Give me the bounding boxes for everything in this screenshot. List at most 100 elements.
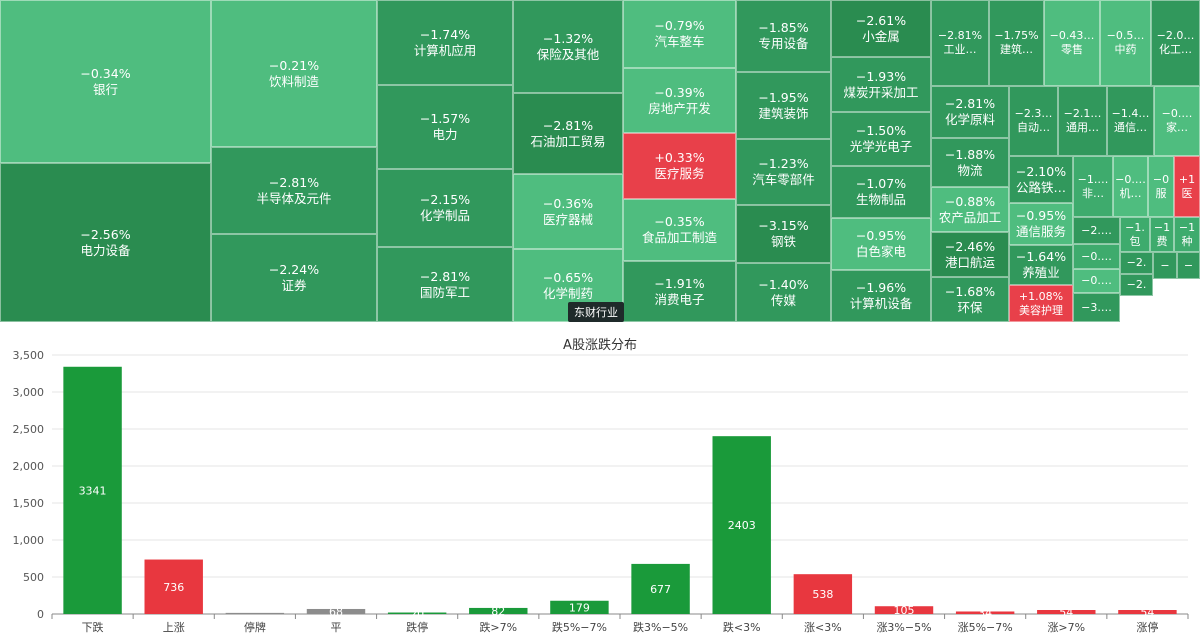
treemap-tile[interactable]: −1 费 bbox=[1150, 217, 1174, 252]
treemap-tile[interactable]: −1.95% 建筑装饰 bbox=[736, 72, 831, 139]
x-tick-label: 跌3%−5% bbox=[633, 620, 688, 634]
treemap-tile[interactable]: −0.88% 农产品加工 bbox=[931, 187, 1009, 232]
tile-change-pct: −2.15% bbox=[419, 192, 471, 208]
treemap-tile[interactable]: −3.… bbox=[1073, 293, 1120, 322]
tile-change-pct: −0.43… bbox=[1049, 29, 1095, 43]
treemap-tile[interactable]: −0.43… 零售 bbox=[1044, 0, 1100, 86]
treemap-tile[interactable]: −1.4… 通信… bbox=[1107, 86, 1154, 156]
tile-change-pct: −1.64% bbox=[1015, 249, 1067, 265]
tile-industry-name: 环保 bbox=[957, 299, 983, 315]
distribution-chart: A股涨跌分布 0 500 1,000 1,500 2,000 2,500 3,000 3,50… bbox=[0, 322, 1200, 640]
tile-industry-name: 建筑装饰 bbox=[758, 105, 809, 121]
treemap-tile[interactable]: −1.32% 保险及其他 bbox=[513, 0, 623, 93]
treemap-tile[interactable]: −2.10% 公路铁… bbox=[1009, 156, 1073, 203]
treemap-tile[interactable]: −0 服 bbox=[1148, 156, 1174, 217]
treemap-tile[interactable]: −0.95% 通信服务 bbox=[1009, 203, 1073, 245]
tile-change-pct: −0.34% bbox=[80, 65, 131, 81]
treemap-tile[interactable]: −2.24% 证券 bbox=[211, 234, 377, 322]
tile-change-pct: −2.24% bbox=[268, 262, 320, 278]
treemap-tile[interactable]: −0.… 机… bbox=[1113, 156, 1148, 217]
chart-title: A股涨跌分布 bbox=[563, 338, 637, 353]
treemap-tile[interactable]: −0.39% 房地产开发 bbox=[623, 68, 736, 133]
tile-change-pct: −0.95% bbox=[1015, 208, 1067, 224]
tile-industry-name: 生物制品 bbox=[855, 192, 906, 207]
tile-industry-name: 石油加工贸易 bbox=[530, 133, 606, 149]
treemap-tile[interactable]: −2.56% 电力设备 bbox=[0, 163, 211, 322]
treemap-tile[interactable]: −1 种 bbox=[1174, 217, 1200, 252]
tile-industry-name: 汽车整车 bbox=[654, 34, 705, 49]
treemap-tile[interactable]: −0.5… 中药 bbox=[1100, 0, 1151, 86]
treemap-tile[interactable]: −1.75% 建筑… bbox=[989, 0, 1044, 86]
treemap-tile[interactable]: −2.0… 化工… bbox=[1151, 0, 1200, 86]
tile-industry-name: 中药 bbox=[1114, 43, 1137, 56]
treemap-tile[interactable]: −0.35% 食品加工制造 bbox=[623, 199, 736, 261]
treemap-tile[interactable]: −2.15% 化学制品 bbox=[377, 169, 513, 247]
treemap-tile[interactable]: −1.50% 光学光电子 bbox=[831, 112, 931, 166]
treemap-tile[interactable]: −1.74% 计算机应用 bbox=[377, 0, 513, 85]
tile-industry-name: 工业… bbox=[943, 43, 977, 56]
tile-change-pct: −2.81% bbox=[944, 96, 996, 112]
tile-change-pct: −0.65% bbox=[542, 269, 594, 285]
tile-change-pct: −1 bbox=[1178, 220, 1196, 234]
treemap-tile[interactable]: −0.… 家… bbox=[1154, 86, 1200, 156]
treemap-tile[interactable]: +0.33% 医疗服务 bbox=[623, 133, 736, 199]
treemap-tile[interactable]: −2.3… 自动… bbox=[1009, 86, 1058, 156]
tile-change-pct: −2.10% bbox=[1015, 163, 1067, 179]
treemap-tile[interactable]: −1.… 非… bbox=[1073, 156, 1113, 217]
treemap-tile[interactable]: −1.23% 汽车零部件 bbox=[736, 139, 831, 205]
treemap-tile[interactable]: −1.57% 电力 bbox=[377, 85, 513, 169]
tile-industry-name: 港口航运 bbox=[944, 254, 995, 270]
tile-change-pct: −3.… bbox=[1081, 300, 1112, 314]
tile-change-pct: −0.88% bbox=[944, 193, 996, 209]
tile-change-pct: −2.81% bbox=[542, 117, 594, 133]
treemap-tile[interactable]: −2. bbox=[1120, 274, 1153, 296]
treemap-tile[interactable]: −1.68% 环保 bbox=[931, 277, 1009, 322]
treemap-tile[interactable]: −2. bbox=[1120, 252, 1153, 274]
treemap-tile[interactable]: −1.93% 煤炭开采加工 bbox=[831, 57, 931, 112]
tile-change-pct: −0.95% bbox=[855, 228, 907, 244]
treemap-tile[interactable]: −2.81% 半导体及元件 bbox=[211, 147, 377, 234]
treemap-tile[interactable]: −1.85% 专用设备 bbox=[736, 0, 831, 72]
treemap-tile[interactable]: −2.81% 石油加工贸易 bbox=[513, 93, 623, 174]
treemap-tile[interactable]: −1.91% 消费电子 bbox=[623, 261, 736, 322]
treemap-tile[interactable]: −1.96% 计算机设备 bbox=[831, 270, 931, 322]
treemap-tile[interactable]: −3.15% 钢铁 bbox=[736, 205, 831, 263]
treemap-tile[interactable]: −2.81% 国防军工 bbox=[377, 247, 513, 322]
tile-change-pct: −1.… bbox=[1077, 172, 1109, 186]
treemap-tile[interactable]: +1.08% 美容护理 bbox=[1009, 285, 1073, 322]
tile-change-pct: −1.88% bbox=[944, 146, 996, 162]
treemap-tile[interactable]: −0.… bbox=[1073, 269, 1120, 293]
treemap-tile[interactable]: −0.21% 饮料制造 bbox=[211, 0, 377, 147]
treemap-tile[interactable]: −2.46% 港口航运 bbox=[931, 232, 1009, 277]
bar-value-label: 3341 bbox=[79, 484, 107, 497]
tile-change-pct: −1.96% bbox=[855, 280, 907, 296]
tile-industry-name: 非… bbox=[1082, 186, 1104, 200]
treemap-tile[interactable]: −0.79% 汽车整车 bbox=[623, 0, 736, 68]
y-tick-label: 1,500 bbox=[13, 497, 45, 510]
treemap-tile[interactable]: − bbox=[1177, 252, 1200, 279]
tile-change-pct: −1.23% bbox=[758, 156, 809, 172]
treemap-tile[interactable]: −1.07% 生物制品 bbox=[831, 166, 931, 218]
bar bbox=[306, 608, 366, 614]
tile-industry-name: 电力 bbox=[432, 127, 458, 142]
treemap-tile[interactable]: +1 医 bbox=[1174, 156, 1200, 217]
tile-change-pct: −1.07% bbox=[855, 176, 907, 192]
treemap-tile[interactable]: −0.95% 白色家电 bbox=[831, 218, 931, 270]
treemap-tile[interactable]: −0.… bbox=[1073, 244, 1120, 269]
treemap-tile[interactable]: −2.61% 小金属 bbox=[831, 0, 931, 57]
treemap-tile[interactable]: −1.88% 物流 bbox=[931, 138, 1009, 187]
treemap-tile[interactable]: − bbox=[1153, 252, 1177, 279]
y-tick-label: 2,000 bbox=[13, 460, 45, 473]
treemap-tile[interactable]: −2.81% 化学原料 bbox=[931, 86, 1009, 138]
tile-change-pct: −0.… bbox=[1081, 249, 1112, 263]
x-tick-label: 涨停 bbox=[1136, 620, 1158, 634]
treemap-tile[interactable]: −2.81% 工业… bbox=[931, 0, 989, 86]
tile-change-pct: −2.81% bbox=[419, 268, 471, 284]
treemap-tile[interactable]: −1.40% 传媒 bbox=[736, 263, 831, 322]
treemap-tile[interactable]: −2.1… 通用… bbox=[1058, 86, 1107, 156]
treemap-tile[interactable]: −1.64% 养殖业 bbox=[1009, 245, 1073, 285]
treemap-tile[interactable]: −2.… bbox=[1073, 217, 1120, 244]
treemap-tile[interactable]: −1. 包 bbox=[1120, 217, 1150, 252]
treemap-tile[interactable]: −0.36% 医疗器械 bbox=[513, 174, 623, 249]
treemap-tile[interactable]: −0.34% 银行 bbox=[0, 0, 211, 163]
